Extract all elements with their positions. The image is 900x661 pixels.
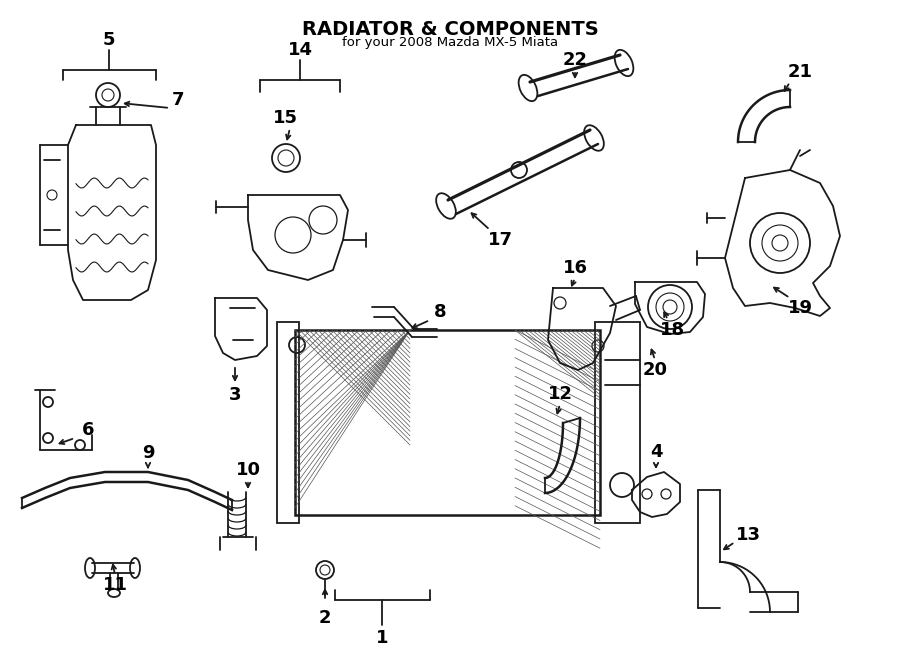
Text: 11: 11 — [103, 576, 128, 594]
Bar — [295, 330, 600, 515]
Text: 13: 13 — [735, 526, 760, 544]
Text: 19: 19 — [788, 299, 813, 317]
Text: 2: 2 — [319, 609, 331, 627]
Text: for your 2008 Mazda MX-5 Miata: for your 2008 Mazda MX-5 Miata — [342, 36, 558, 49]
Text: 16: 16 — [562, 259, 588, 277]
Text: 3: 3 — [229, 386, 241, 404]
Text: RADIATOR & COMPONENTS: RADIATOR & COMPONENTS — [302, 20, 598, 39]
Bar — [277, 322, 299, 523]
Text: 17: 17 — [488, 231, 512, 249]
Text: 15: 15 — [273, 109, 298, 127]
Text: 9: 9 — [142, 444, 154, 462]
Text: 12: 12 — [547, 385, 572, 403]
Text: 5: 5 — [103, 31, 115, 49]
Bar — [595, 322, 640, 523]
Text: 18: 18 — [660, 321, 685, 339]
Text: 14: 14 — [287, 41, 312, 59]
Text: 10: 10 — [236, 461, 260, 479]
Text: 8: 8 — [434, 303, 446, 321]
Text: 20: 20 — [643, 361, 668, 379]
Text: 4: 4 — [650, 443, 662, 461]
Text: 22: 22 — [562, 51, 588, 69]
Text: 21: 21 — [788, 63, 813, 81]
Text: 6: 6 — [82, 421, 94, 439]
Text: 7: 7 — [172, 91, 184, 109]
Text: 1: 1 — [376, 629, 388, 647]
